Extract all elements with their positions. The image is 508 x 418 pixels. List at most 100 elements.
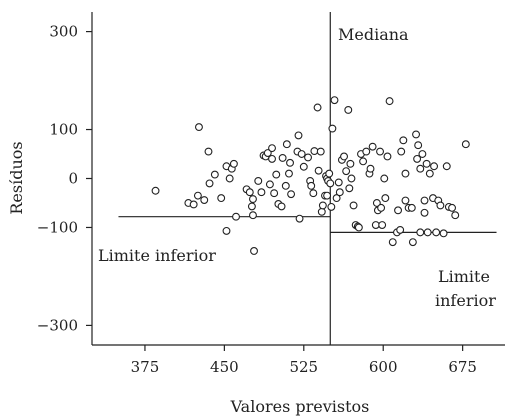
data-point (200, 196, 209, 204)
data-point (318, 201, 327, 210)
data-point (394, 206, 402, 215)
data-point (204, 147, 213, 156)
data-point (327, 202, 336, 211)
data-point (412, 130, 420, 139)
y-axis-title: Resíduos (7, 141, 26, 214)
x-tick-label: 525 (289, 358, 318, 376)
data-point (263, 149, 272, 157)
x-tick-label: 375 (131, 358, 160, 376)
data-point (397, 147, 406, 156)
annotations: Mediana Limite inferior Limite inferior (98, 25, 496, 310)
data-point (325, 169, 334, 178)
data-point (359, 157, 368, 166)
data-point (249, 195, 257, 204)
data-point (366, 164, 375, 173)
data-point (371, 221, 380, 229)
data-point (282, 140, 291, 149)
y-tick-label: −300 (37, 316, 78, 334)
data-point (388, 238, 397, 247)
data-point (368, 142, 377, 151)
data-point (205, 179, 214, 188)
data-point (442, 162, 451, 171)
data-point (416, 164, 425, 173)
data-point (151, 186, 160, 195)
y-tick-label: −100 (37, 218, 78, 236)
data-point (418, 150, 427, 158)
data-point (425, 169, 434, 178)
data-point (250, 247, 258, 255)
y-tick-label: 0 (68, 170, 78, 188)
data-point (287, 190, 296, 199)
data-point (345, 184, 354, 193)
data-point (330, 96, 339, 105)
data-point (281, 181, 290, 190)
median-label: Mediana (338, 25, 409, 44)
data-point (439, 229, 448, 238)
data-point (332, 194, 341, 203)
data-point (349, 201, 358, 210)
data-point (299, 162, 308, 171)
data-point (408, 238, 417, 247)
data-point (257, 188, 266, 197)
y-tick-label: 100 (49, 121, 78, 139)
lower-limit-label-right-line1: Limite (438, 267, 490, 286)
lower-limit-label-right-line2: inferior (435, 291, 496, 310)
data-point (354, 223, 363, 232)
data-point (285, 169, 293, 178)
data-point (436, 201, 445, 210)
data-point (378, 221, 387, 229)
data-point (278, 153, 287, 162)
data-point (335, 188, 344, 197)
data-point (334, 178, 343, 187)
x-ticks: 375 450 525 600 675 (131, 345, 477, 376)
x-axis-title: Valores previstos (230, 397, 370, 416)
data-point (297, 150, 306, 158)
lower-limit-label-left: Limite inferior (98, 246, 216, 265)
data-point (316, 147, 325, 156)
y-tick-label: 300 (49, 23, 78, 41)
data-point (328, 124, 337, 133)
data-point (323, 191, 332, 200)
data-point (342, 167, 351, 176)
data-point (307, 181, 316, 190)
data-point (217, 194, 226, 203)
data-point (210, 170, 219, 179)
data-point (268, 154, 276, 163)
data-points (151, 96, 470, 255)
data-point (422, 159, 431, 168)
data-point (313, 103, 322, 112)
data-point (401, 169, 410, 178)
data-point (232, 212, 240, 221)
x-tick-label: 675 (448, 358, 477, 376)
data-point (376, 147, 384, 156)
data-point (304, 153, 312, 162)
data-point (189, 200, 198, 209)
data-point (432, 228, 441, 237)
data-point (377, 203, 386, 212)
data-point (229, 159, 238, 168)
x-tick-label: 600 (369, 358, 398, 376)
data-point (193, 191, 202, 200)
data-point (245, 188, 254, 197)
data-point (347, 174, 356, 183)
data-point (416, 228, 425, 237)
data-point (420, 196, 429, 205)
data-point (414, 141, 423, 150)
data-point (286, 158, 294, 167)
data-point (277, 202, 286, 211)
data-point (396, 225, 405, 234)
data-point (451, 211, 460, 220)
data-point (385, 97, 394, 106)
data-point (295, 214, 304, 223)
data-point (254, 176, 263, 185)
data-point (340, 152, 348, 161)
data-point (270, 189, 279, 198)
data-point (247, 202, 256, 211)
data-point (401, 196, 410, 205)
data-point (448, 203, 457, 212)
data-point (383, 152, 392, 161)
data-point (326, 179, 335, 188)
data-point (420, 208, 429, 217)
data-point (317, 207, 326, 216)
